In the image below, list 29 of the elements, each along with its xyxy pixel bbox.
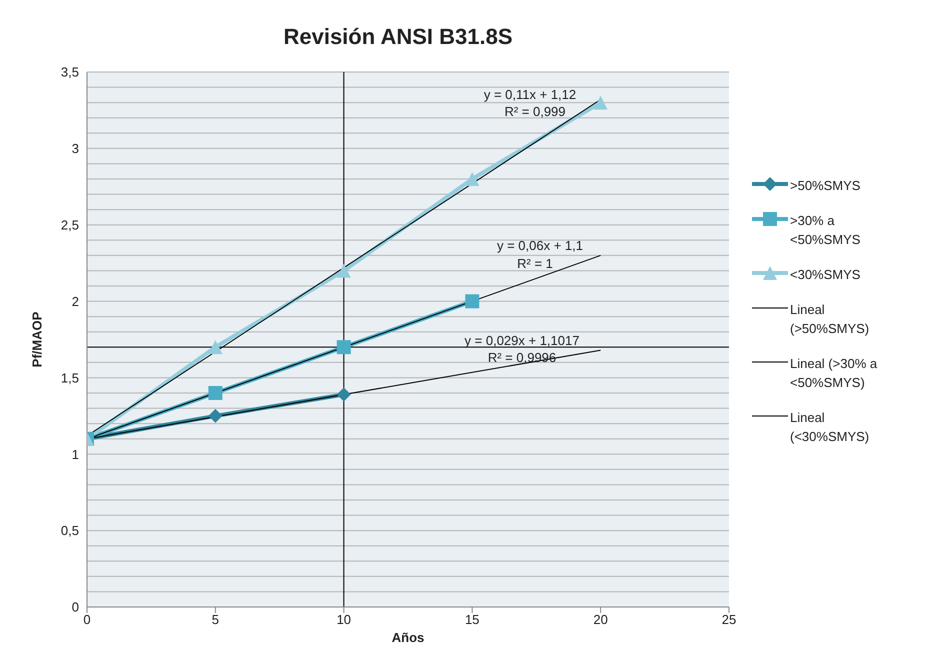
x-tick-label: 20 (593, 612, 608, 628)
x-tick-label: 25 (722, 612, 736, 628)
y-tick-label: 3,5 (60, 64, 79, 80)
y-tick-label: 1 (72, 446, 79, 462)
legend-label: <30%SMYS (790, 266, 862, 284)
y-tick-label: 2 (72, 294, 79, 309)
annotation: R² = 0,999 (503, 104, 567, 120)
annotation: y = 0,11x + 1,12 (482, 87, 578, 103)
legend-label: Lineal (>50%SMYS) (790, 301, 870, 338)
x-tick-label: 5 (212, 612, 220, 628)
y-tick-label: 0,5 (60, 523, 79, 538)
legend-label: Lineal (<30%SMYS) (790, 409, 870, 446)
annotation: y = 0,029x + 1,1017 (464, 333, 580, 349)
y-tick-label: 1,5 (60, 370, 79, 386)
annotation: R² = 0,9996 (486, 350, 558, 366)
y-tick-label: 3 (72, 141, 79, 156)
x-tick-label: 0 (83, 612, 91, 628)
annotation: y = 0,06x + 1,1 (496, 238, 584, 254)
y-tick-label: 2,5 (60, 217, 79, 232)
x-tick-label: 15 (464, 612, 480, 628)
legend-label: >50%SMYS (790, 177, 862, 195)
x-axis-title: Años (392, 630, 424, 645)
legend-label: >30% a <50%SMYS (790, 212, 862, 249)
annotation: R² = 1 (516, 256, 554, 272)
y-axis-title: Pf/MAOP (30, 311, 45, 368)
chart-title: Revisión ANSI B31.8S (282, 24, 514, 50)
y-tick-label: 0 (72, 600, 79, 615)
x-tick-label: 10 (336, 612, 352, 628)
legend-label: Lineal (>30% a <50%SMYS) (790, 355, 878, 392)
